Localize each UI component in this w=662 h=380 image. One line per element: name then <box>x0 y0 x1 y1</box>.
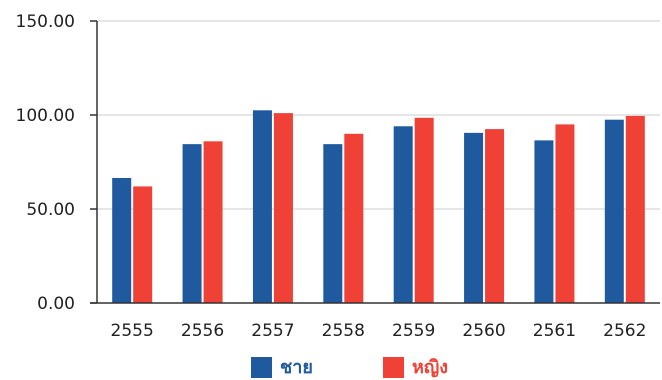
x-tick-label: 2557 <box>251 321 294 341</box>
x-tick-label: 2559 <box>392 321 435 341</box>
bar <box>182 144 202 303</box>
bar <box>323 144 343 303</box>
bar <box>604 119 624 303</box>
bar <box>534 140 554 303</box>
bar <box>414 117 434 303</box>
bar <box>393 126 413 303</box>
x-tick-label: 2556 <box>181 321 224 341</box>
bar <box>344 133 364 303</box>
y-tick-label: 50.00 <box>26 200 75 220</box>
y-tick-label: 100.00 <box>16 106 75 126</box>
bar <box>555 124 575 304</box>
bar <box>252 110 272 303</box>
y-tick-labels: 0.00 50.00 100.00 150.00 <box>16 12 75 314</box>
legend-label-female: หญิง <box>412 357 448 378</box>
x-tick-label: 2555 <box>111 321 154 341</box>
bar <box>112 177 132 303</box>
legend-swatch-female <box>383 357 404 378</box>
bars <box>112 110 645 304</box>
legend-swatch-male <box>251 357 272 378</box>
bar <box>464 132 484 303</box>
x-tick-label: 2562 <box>603 321 646 341</box>
gridlines <box>90 20 660 304</box>
bar <box>273 113 293 304</box>
y-tick-label: 150.00 <box>16 12 75 32</box>
x-tick-label: 2561 <box>533 321 576 341</box>
axes <box>90 21 660 304</box>
y-tick-label: 0.00 <box>37 294 75 314</box>
legend-label-male: ชาย <box>280 357 313 378</box>
bar <box>625 115 645 303</box>
bar <box>133 186 153 303</box>
bar <box>203 141 223 303</box>
bar <box>485 129 505 303</box>
x-tick-labels: 2555 2556 2557 2558 2559 2560 2561 2562 <box>111 321 647 341</box>
x-tick-label: 2560 <box>462 321 505 341</box>
legend: ชาย หญิง <box>251 357 448 378</box>
x-tick-label: 2558 <box>322 321 365 341</box>
